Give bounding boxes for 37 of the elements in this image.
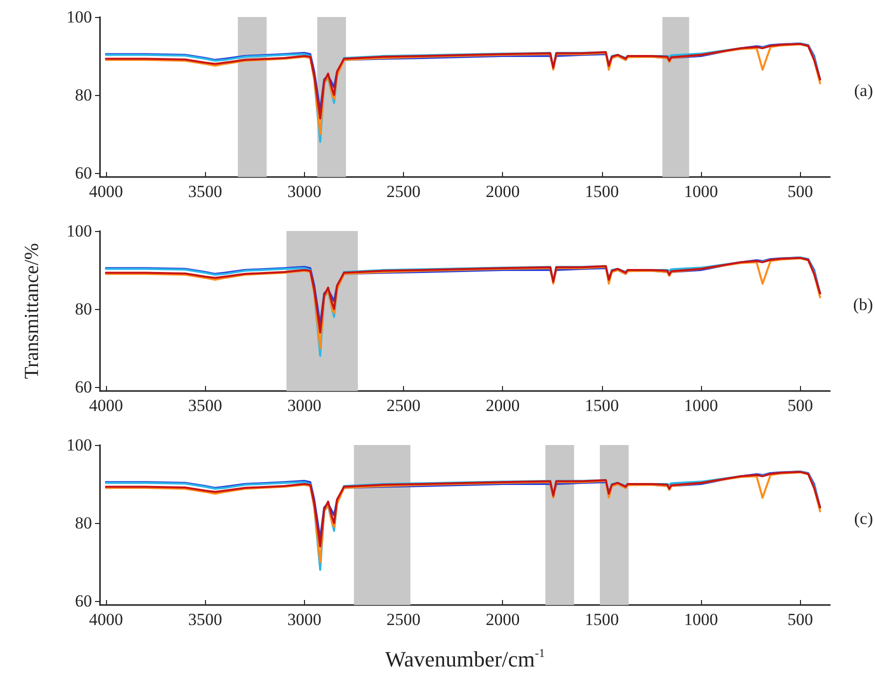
y-tick-label: 60 <box>75 378 92 397</box>
y-tick-label: 80 <box>75 86 92 105</box>
x-tick-label: 3500 <box>188 396 222 415</box>
x-tick-label: 1000 <box>684 396 718 415</box>
x-tick-label: 3000 <box>287 610 322 629</box>
y-tick-label: 80 <box>75 300 92 319</box>
y-tick-label: 60 <box>75 164 92 183</box>
x-tick-label: 3000 <box>287 182 322 201</box>
y-tick-label: 100 <box>66 436 92 454</box>
x-tick-label: 1500 <box>584 182 619 201</box>
text: (c) <box>854 509 874 528</box>
y-tick-label: 60 <box>75 592 92 611</box>
y-tick-label: 100 <box>66 8 92 26</box>
x-tick-label: 1500 <box>584 610 619 629</box>
x-tick-label: 3000 <box>287 396 322 415</box>
x-tick-label: 500 <box>787 610 813 629</box>
x-tick-label: 1000 <box>684 182 718 201</box>
y-tick-label: 100 <box>66 222 92 240</box>
x-tick-label: 4000 <box>88 182 123 201</box>
x-tick-label: 2000 <box>486 396 520 415</box>
x-tick-label: 1500 <box>584 396 619 415</box>
y-tick-label: 80 <box>75 514 92 533</box>
x-tick-label: 2000 <box>486 182 520 201</box>
x-tick-label: 2000 <box>486 610 520 629</box>
text: (a) <box>854 81 874 100</box>
x-tick-label: 2500 <box>386 396 421 415</box>
y-axis-title: Transmittance/% <box>21 243 43 379</box>
x-tick-label: 3500 <box>188 610 222 629</box>
text: (b) <box>853 295 874 314</box>
x-tick-label: 500 <box>787 182 813 201</box>
x-tick-label: 3500 <box>188 182 222 201</box>
x-tick-label: 2500 <box>386 182 421 201</box>
x-tick-label: 500 <box>787 396 813 415</box>
x-tick-label: 4000 <box>88 396 123 415</box>
x-tick-label: 2500 <box>386 610 421 629</box>
x-tick-label: 1000 <box>684 610 718 629</box>
x-tick-label: 4000 <box>88 610 123 629</box>
